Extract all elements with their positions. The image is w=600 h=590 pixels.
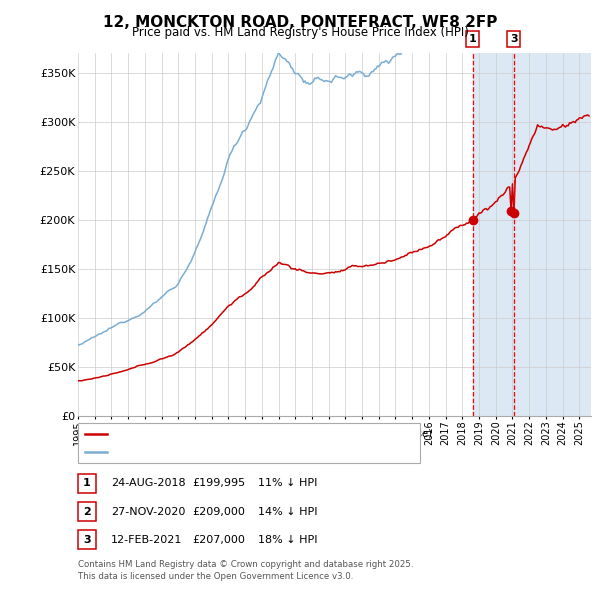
Text: 12-FEB-2021: 12-FEB-2021: [111, 535, 182, 545]
Text: Contains HM Land Registry data © Crown copyright and database right 2025.
This d: Contains HM Land Registry data © Crown c…: [78, 560, 413, 581]
Text: 1: 1: [83, 478, 91, 488]
Text: 12, MONCKTON ROAD, PONTEFRACT, WF8 2FP (detached house): 12, MONCKTON ROAD, PONTEFRACT, WF8 2FP (…: [111, 429, 432, 439]
Text: 11% ↓ HPI: 11% ↓ HPI: [258, 478, 317, 488]
Text: £199,995: £199,995: [192, 478, 245, 488]
Bar: [473, 53, 591, 416]
Text: HPI: Average price, detached house, Wakefield: HPI: Average price, detached house, Wake…: [111, 447, 344, 457]
Text: Price paid vs. HM Land Registry's House Price Index (HPI): Price paid vs. HM Land Registry's House …: [131, 26, 469, 39]
Text: 3: 3: [83, 535, 91, 545]
Text: 27-NOV-2020: 27-NOV-2020: [111, 507, 185, 516]
Text: 2: 2: [83, 507, 91, 516]
Text: 14% ↓ HPI: 14% ↓ HPI: [258, 507, 317, 516]
Text: 18% ↓ HPI: 18% ↓ HPI: [258, 535, 317, 545]
Text: 1: 1: [469, 34, 476, 44]
Text: 12, MONCKTON ROAD, PONTEFRACT, WF8 2FP: 12, MONCKTON ROAD, PONTEFRACT, WF8 2FP: [103, 15, 497, 30]
Text: £207,000: £207,000: [192, 535, 245, 545]
Text: 24-AUG-2018: 24-AUG-2018: [111, 478, 185, 488]
Text: 3: 3: [510, 34, 518, 44]
Text: £209,000: £209,000: [192, 507, 245, 516]
